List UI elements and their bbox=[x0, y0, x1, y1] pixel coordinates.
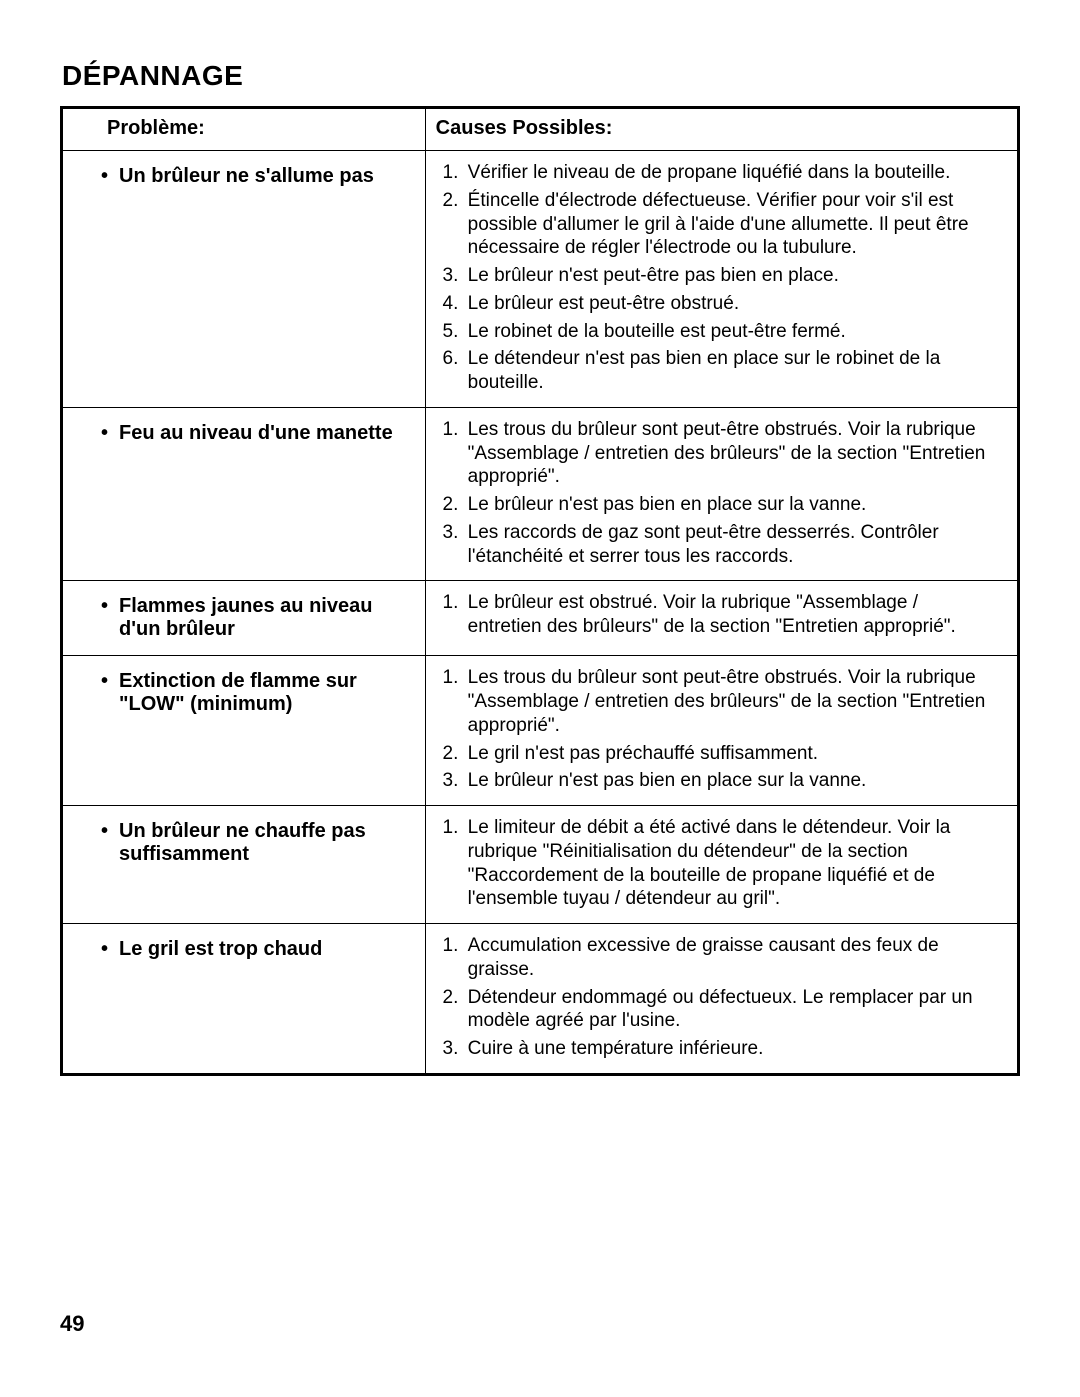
troubleshooting-table: Problème: Causes Possibles: •Un brûleur … bbox=[60, 106, 1020, 1076]
cause-item: Les trous du brûleur sont peut-être obst… bbox=[464, 664, 995, 739]
table-row: •Un brûleur ne chauffe pas suffisamment L… bbox=[62, 806, 1019, 924]
table-row: •Un brûleur ne s'allume pas Vérifier le n… bbox=[62, 151, 1019, 408]
causes-cell: Le brûleur est obstrué. Voir la rubrique… bbox=[425, 581, 1018, 656]
cause-item: Vérifier le niveau de de propane liquéfi… bbox=[464, 159, 995, 187]
cause-item: Le robinet de la bouteille est peut-être… bbox=[464, 318, 995, 346]
causes-list: Accumulation excessive de graisse causan… bbox=[436, 932, 995, 1063]
cause-item: Le gril n'est pas préchauffé suffisammen… bbox=[464, 740, 995, 768]
table-body: •Un brûleur ne s'allume pasVérifier le n… bbox=[62, 151, 1019, 1075]
problem-cell: •Un brûleur ne s'allume pas bbox=[62, 151, 426, 408]
cause-item: Le brûleur est obstrué. Voir la rubrique… bbox=[464, 589, 995, 641]
table-row: •Le gril est trop chaud Accumulation exce… bbox=[62, 924, 1019, 1075]
problem-cell: •Extinction de flamme sur "LOW" (minimum… bbox=[62, 656, 426, 806]
bullet-icon: • bbox=[101, 595, 119, 618]
cause-item: Cuire à une température inférieure. bbox=[464, 1035, 995, 1063]
causes-list: Le limiteur de débit a été activé dans l… bbox=[436, 814, 995, 913]
problem-text: Feu au niveau d'une manette bbox=[119, 422, 393, 445]
causes-list: Le brûleur est obstrué. Voir la rubrique… bbox=[436, 589, 995, 641]
table-header-row: Problème: Causes Possibles: bbox=[62, 108, 1019, 151]
cause-item: Le brûleur n'est pas bien en place sur l… bbox=[464, 491, 995, 519]
problem-cell: •Le gril est trop chaud bbox=[62, 924, 426, 1075]
causes-cell: Accumulation excessive de graisse causan… bbox=[425, 924, 1018, 1075]
table-row: •Feu au niveau d'une manette Les trous du… bbox=[62, 407, 1019, 581]
causes-cell: Les trous du brûleur sont peut-être obst… bbox=[425, 656, 1018, 806]
causes-cell: Vérifier le niveau de de propane liquéfi… bbox=[425, 151, 1018, 408]
cause-item: Accumulation excessive de graisse causan… bbox=[464, 932, 995, 984]
page-number: 49 bbox=[60, 1311, 84, 1337]
problem-cell: •Feu au niveau d'une manette bbox=[62, 407, 426, 581]
problem-cell: •Un brûleur ne chauffe pas suffisamment bbox=[62, 806, 426, 924]
column-header-problem: Problème: bbox=[62, 108, 426, 151]
problem-text: Un brûleur ne s'allume pas bbox=[119, 165, 374, 188]
causes-list: Les trous du brûleur sont peut-être obst… bbox=[436, 664, 995, 795]
causes-list: Les trous du brûleur sont peut-être obst… bbox=[436, 416, 995, 571]
problem-cell: •Flammes jaunes au niveau d'un brûleur bbox=[62, 581, 426, 656]
column-header-causes: Causes Possibles: bbox=[425, 108, 1018, 151]
cause-item: Le brûleur est peut-être obstrué. bbox=[464, 290, 995, 318]
bullet-icon: • bbox=[101, 670, 119, 693]
bullet-icon: • bbox=[101, 165, 119, 188]
table-row: •Flammes jaunes au niveau d'un brûleur Le… bbox=[62, 581, 1019, 656]
problem-text: Le gril est trop chaud bbox=[119, 938, 322, 961]
problem-text: Un brûleur ne chauffe pas suffisamment bbox=[119, 820, 411, 866]
document-page: DÉPANNAGE Problème: Causes Possibles: •U… bbox=[0, 0, 1080, 1397]
cause-item: Le détendeur n'est pas bien en place sur… bbox=[464, 345, 995, 397]
cause-item: Le brûleur n'est pas bien en place sur l… bbox=[464, 767, 995, 795]
cause-item: Les raccords de gaz sont peut-être desse… bbox=[464, 519, 995, 571]
cause-item: Détendeur endommagé ou défectueux. Le re… bbox=[464, 984, 995, 1036]
bullet-icon: • bbox=[101, 938, 119, 961]
problem-text: Extinction de flamme sur "LOW" (minimum) bbox=[119, 670, 411, 716]
cause-item: Le limiteur de débit a été activé dans l… bbox=[464, 814, 995, 913]
causes-list: Vérifier le niveau de de propane liquéfi… bbox=[436, 159, 995, 397]
cause-item: Étincelle d'électrode défectueuse. Vérif… bbox=[464, 187, 995, 262]
section-title: DÉPANNAGE bbox=[62, 60, 1020, 92]
bullet-icon: • bbox=[101, 422, 119, 445]
bullet-icon: • bbox=[101, 820, 119, 843]
cause-item: Le brûleur n'est peut-être pas bien en p… bbox=[464, 262, 995, 290]
problem-text: Flammes jaunes au niveau d'un brûleur bbox=[119, 595, 411, 641]
causes-cell: Les trous du brûleur sont peut-être obst… bbox=[425, 407, 1018, 581]
causes-cell: Le limiteur de débit a été activé dans l… bbox=[425, 806, 1018, 924]
cause-item: Les trous du brûleur sont peut-être obst… bbox=[464, 416, 995, 491]
table-row: •Extinction de flamme sur "LOW" (minimum… bbox=[62, 656, 1019, 806]
